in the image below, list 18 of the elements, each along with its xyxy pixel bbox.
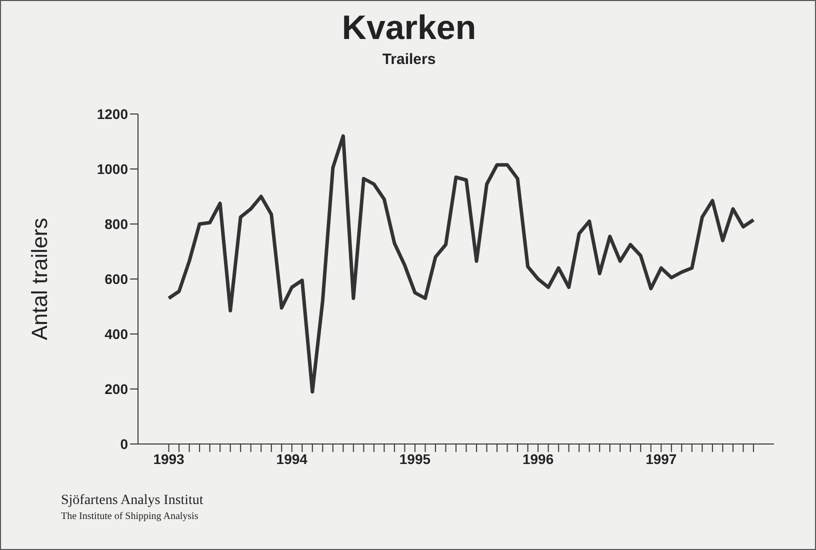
x-tick-label: 1993 [153, 450, 185, 467]
chart-subtitle: Trailers [381, 51, 437, 68]
y-tick-label: 600 [104, 270, 128, 287]
y-tick-label: 1200 [96, 106, 128, 122]
text: The Institute of Shipping Analysis [61, 511, 198, 522]
x-tick-label: 1995 [399, 450, 431, 467]
y-tick-label: 1000 [96, 160, 128, 177]
x-tick-label: 1996 [522, 450, 554, 467]
line-series [167, 134, 756, 394]
chart-title: Kvarken [340, 9, 478, 48]
x-tick-label: 1997 [646, 450, 677, 467]
y-tick-label: 0 [120, 436, 128, 452]
x-tick-label: 1994 [276, 450, 308, 467]
y-tick-label: 200 [104, 380, 128, 397]
text: Sjöfartens Analys Institut [61, 493, 204, 509]
y-axis-title: Antal trailers [26, 218, 52, 340]
y-tick-label: 400 [104, 326, 128, 342]
y-tick-label: 800 [104, 216, 128, 232]
